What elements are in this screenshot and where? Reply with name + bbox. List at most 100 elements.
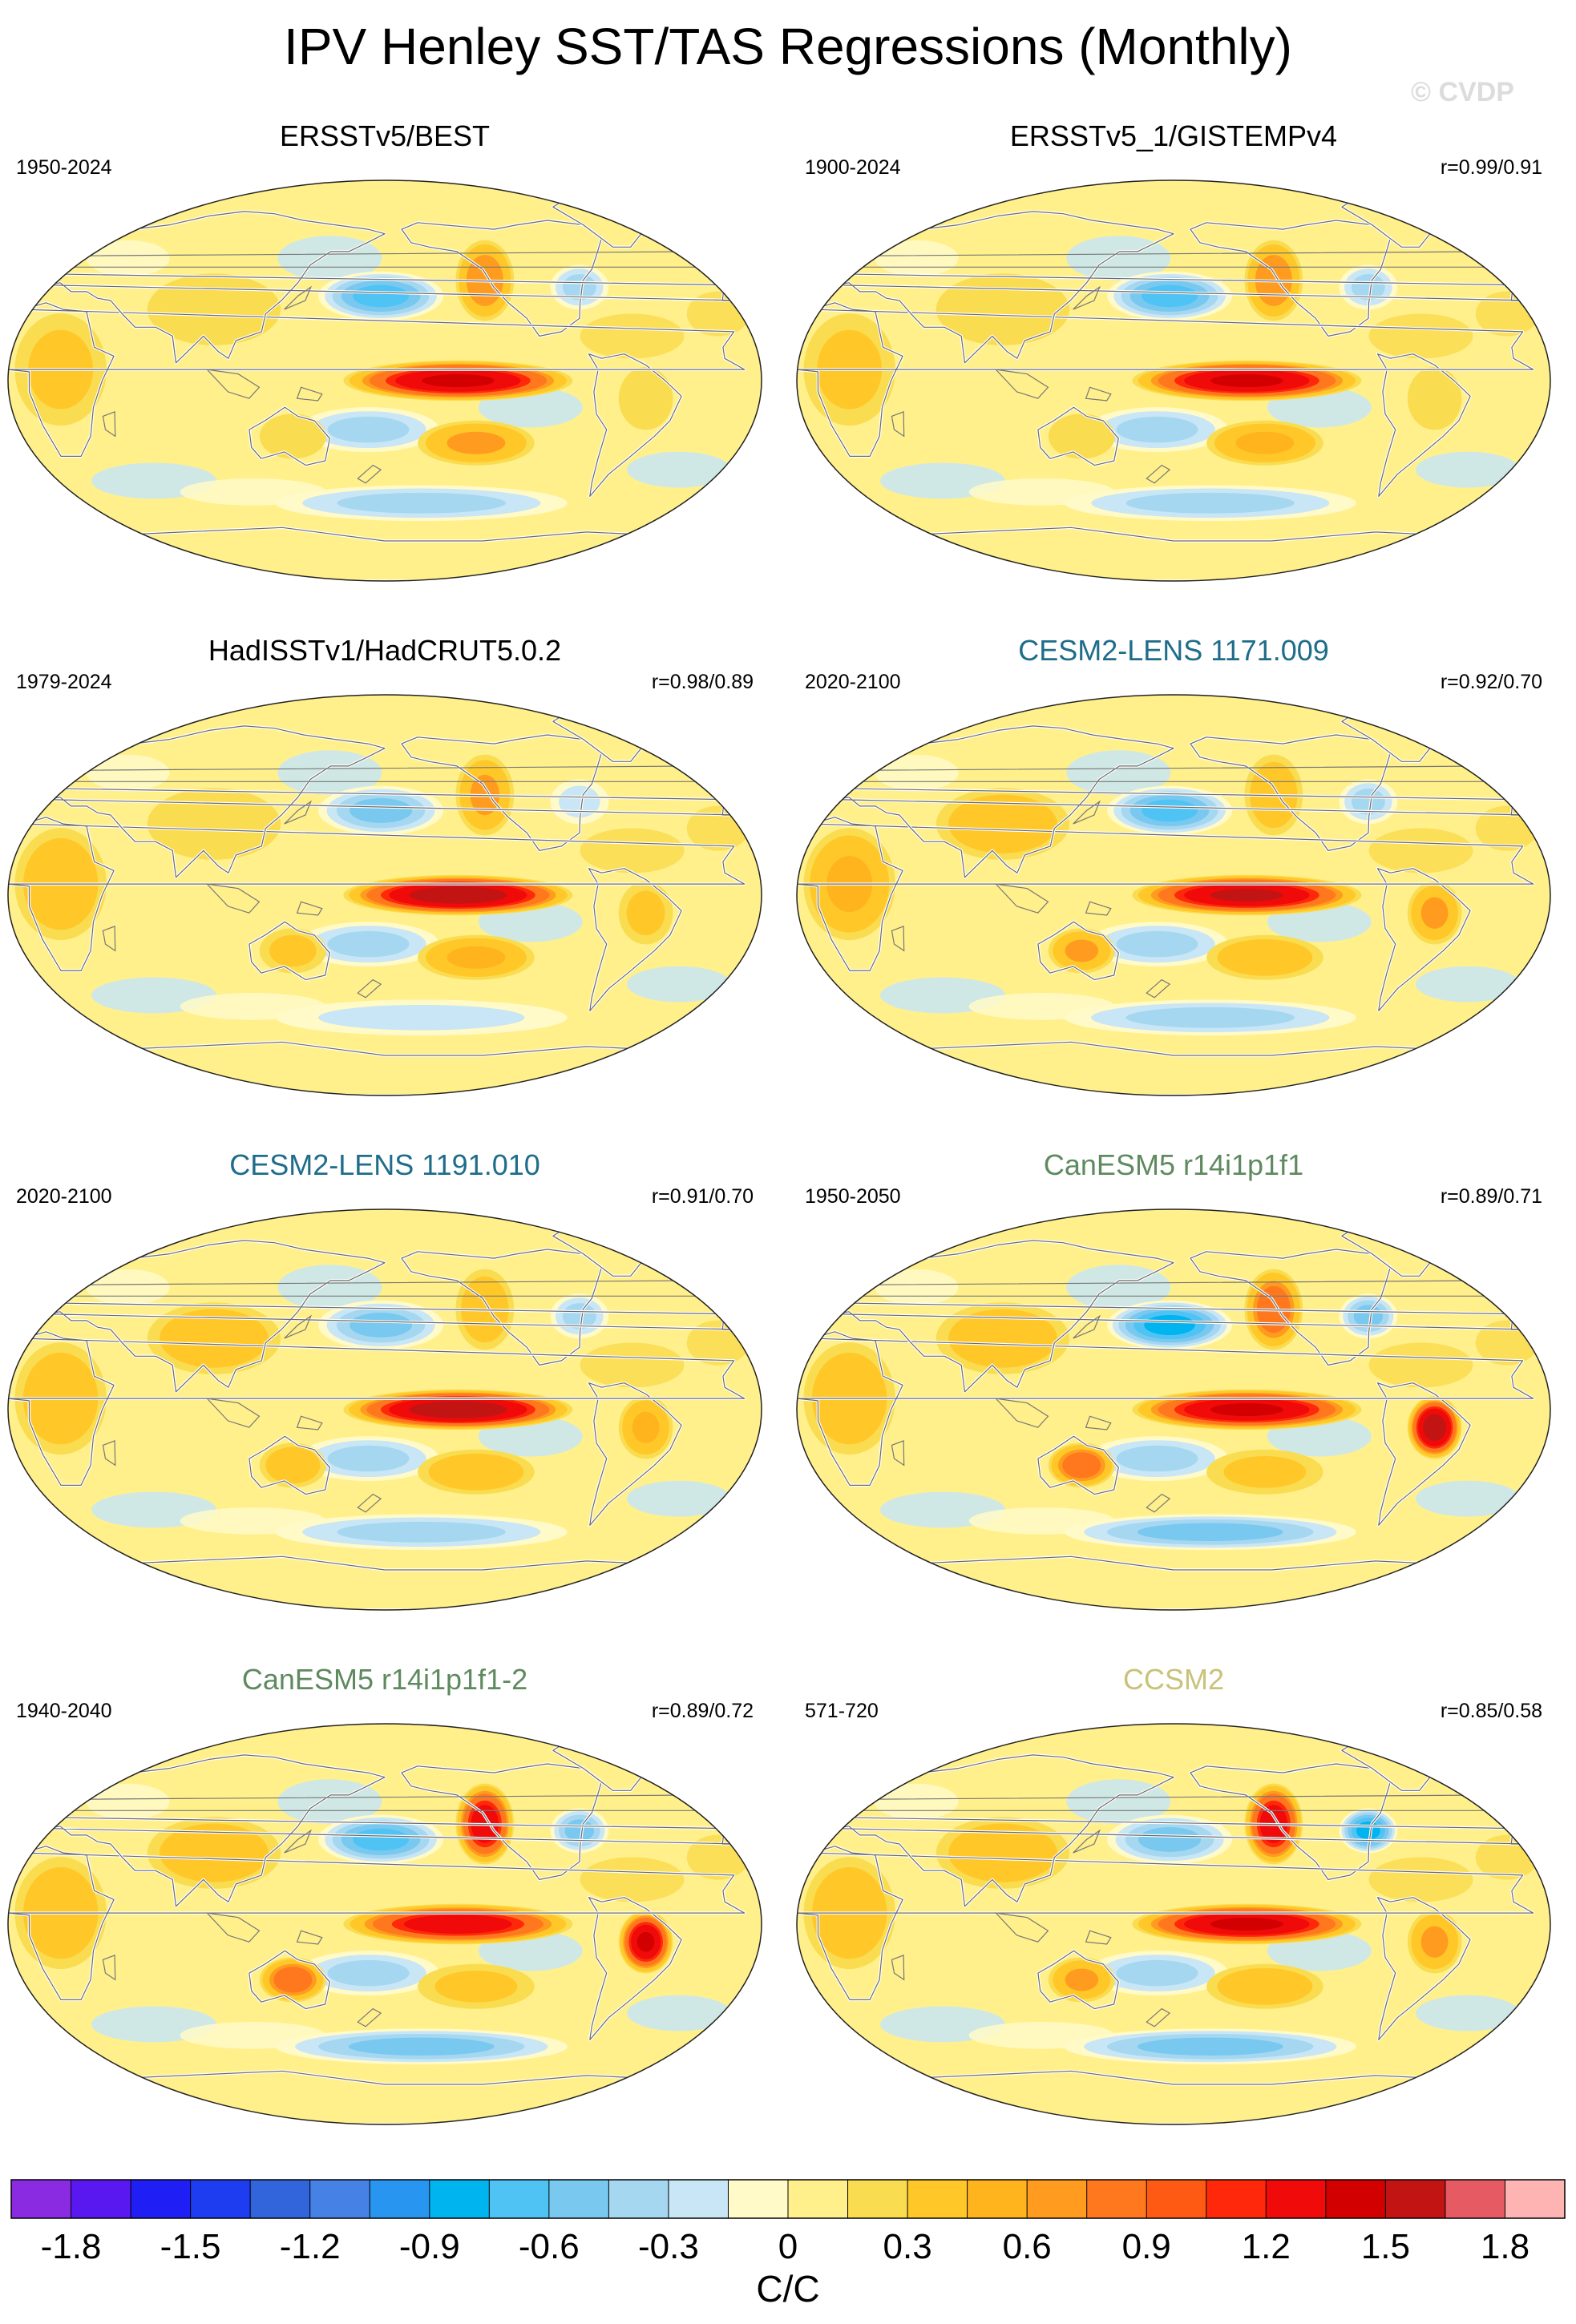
map-border	[796, 180, 1551, 582]
field-patch	[1368, 313, 1473, 359]
island-outline	[1085, 1415, 1112, 1430]
island-outline	[994, 1912, 1049, 1943]
field-patch	[580, 313, 685, 359]
anomaly-contour	[632, 1411, 660, 1443]
anomaly-contour	[1137, 1523, 1283, 1541]
island-outline	[1073, 1314, 1101, 1339]
island-outline	[891, 1955, 905, 1981]
colorbar-swatch	[1505, 2180, 1566, 2218]
coastline	[1376, 1382, 1471, 1526]
anomaly-contour	[348, 2037, 495, 2056]
anomaly-contour	[175, 1317, 253, 1360]
anomaly-contour	[350, 1313, 413, 1338]
coastline	[1037, 1950, 1119, 2010]
anomaly-contour	[1230, 1973, 1299, 1999]
coastline	[42, 211, 739, 364]
panel-correlation: r=0.92/0.70	[1440, 671, 1542, 693]
island-outline	[1146, 978, 1171, 999]
field-patch	[1368, 1857, 1473, 1902]
island-outline	[891, 1440, 905, 1467]
regression-map	[796, 694, 1551, 1096]
anomaly-contour	[1142, 284, 1198, 308]
anomaly-contour	[1116, 416, 1198, 443]
panel-years: 1950-2024	[16, 156, 112, 179]
field-patch	[912, 1409, 1017, 1455]
island-outline	[102, 926, 116, 952]
colorbar-swatch	[429, 2180, 490, 2218]
coastline	[1037, 921, 1119, 981]
coastline	[1190, 1763, 1392, 1880]
field-patch	[626, 1480, 731, 1517]
coastline	[875, 527, 1472, 581]
regression-map	[7, 694, 762, 1096]
field-patch	[1368, 828, 1473, 874]
island-outline	[205, 1912, 261, 1943]
colorbar-swatch	[1385, 2180, 1446, 2218]
panel-years: 1950-2050	[805, 1185, 901, 1208]
island-outline	[891, 926, 905, 952]
anomaly-contour	[1415, 376, 1454, 421]
coastline	[1190, 1249, 1392, 1366]
colorbar-swatch	[548, 2180, 609, 2218]
colorbar-swatch	[1146, 2180, 1207, 2218]
map-panel: CESM2-LENS 1171.009 2020-2100 r=0.92/0.7…	[789, 633, 1558, 1114]
coastline	[249, 921, 330, 981]
colorbar-tick-label: 0.9	[1122, 2227, 1171, 2266]
anomaly-contour	[1137, 2037, 1283, 2056]
anomaly-contour	[442, 1459, 510, 1485]
map-panel: CanESM5 r14i1p1f1-2 1940-2040 r=0.89/0.7…	[0, 1662, 770, 2143]
coastline	[1037, 406, 1119, 466]
anomaly-contour	[1065, 1968, 1099, 1991]
field-patch	[1415, 1995, 1520, 2031]
coastline	[401, 1763, 603, 1880]
anomaly-contour	[337, 1521, 506, 1543]
field-patch	[1368, 1342, 1473, 1388]
coastline	[797, 302, 1534, 457]
anomaly-contour	[636, 1931, 655, 1952]
anomaly-contour	[422, 374, 495, 387]
island-outline	[994, 369, 1049, 399]
anomaly-contour	[1351, 274, 1385, 301]
coastline	[401, 734, 603, 851]
anomaly-contour	[1351, 789, 1385, 815]
island-outline	[102, 1440, 116, 1467]
coastline	[249, 1435, 330, 1495]
anomaly-contour	[1210, 889, 1283, 902]
island-outline	[205, 1398, 261, 1428]
anomaly-contour	[269, 934, 317, 967]
anomaly-contour	[935, 273, 1070, 345]
field-patch	[875, 1269, 959, 1305]
colorbar-swatch	[190, 2180, 251, 2218]
anomaly-contour	[147, 273, 281, 345]
regression-map	[796, 180, 1551, 582]
panel-correlation: r=0.89/0.72	[651, 1700, 754, 1722]
field-patch	[580, 1342, 685, 1388]
field-patch	[580, 1857, 685, 1902]
anomaly-contour	[1125, 492, 1295, 514]
anomaly-contour	[1068, 1456, 1096, 1475]
panel-years: 1979-2024	[16, 671, 112, 693]
panel-years: 2020-2100	[16, 1185, 112, 1208]
panel-title: ERSSTv5/BEST	[279, 119, 491, 152]
colorbar-swatch	[668, 2180, 729, 2218]
island-outline	[284, 1314, 313, 1339]
field-patch	[875, 1783, 959, 1820]
island-outline	[357, 2007, 382, 2027]
island-outline	[284, 800, 313, 825]
map-border	[7, 1723, 762, 2125]
map-panel: ERSSTv5_1/GISTEMPv4 1900-2024 r=0.99/0.9…	[789, 119, 1558, 599]
colorbar-swatch	[11, 2180, 72, 2218]
regression-map	[7, 1208, 762, 1611]
colorbar-swatch	[1266, 2180, 1327, 2218]
colorbar-tick-label: -0.9	[399, 2227, 460, 2266]
colorbar-swatch	[1086, 2180, 1147, 2218]
island-outline	[357, 978, 382, 999]
field-patch	[626, 1995, 731, 2031]
anomaly-contour	[423, 1403, 493, 1416]
anomaly-contour	[273, 1452, 313, 1479]
anomaly-contour	[419, 1917, 497, 1931]
map-panel: CanESM5 r14i1p1f1 1950-2050 r=0.89/0.71	[789, 1148, 1558, 1628]
colorbar-tick-label: -1.8	[41, 2227, 102, 2266]
colorbar-tick-label: -1.5	[160, 2227, 221, 2266]
island-outline	[284, 285, 313, 310]
